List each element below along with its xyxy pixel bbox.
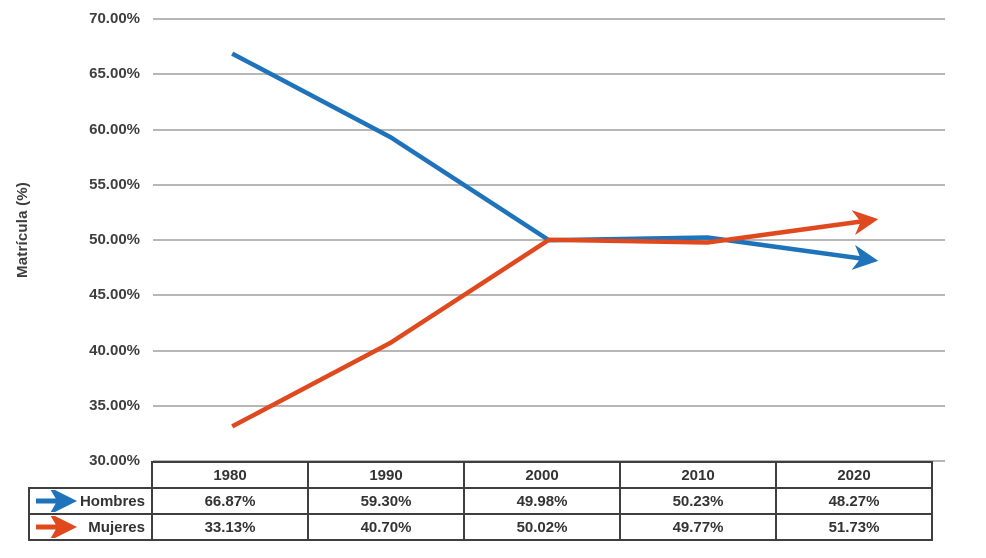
series-line-hombres (231, 51, 879, 270)
gridline-50.00% (153, 239, 945, 241)
series-line-mujeres (231, 210, 879, 429)
value-mujeres-2020: 51.73% (775, 513, 933, 541)
y-tick-label: 60.00% (89, 120, 140, 138)
y-tick-label: 30.00% (89, 452, 140, 469)
gridline-60.00% (153, 128, 945, 131)
legend-label-hombres: Hombres (79, 492, 145, 510)
y-tick-label: 65.00% (89, 65, 140, 83)
y-tick-label: 70.00% (89, 10, 140, 27)
value-mujeres-2000: 50.02% (463, 513, 621, 541)
gridline-30.00% (153, 460, 945, 462)
year-header-2010: 2010 (619, 461, 777, 489)
table-row-mujeres: Mujeres 33.13% 40.70% 50.02% 49.77% 51.73% (28, 513, 933, 541)
gridline-70.00% (153, 18, 945, 20)
arrow-right-blue-icon (36, 490, 77, 512)
y-tick-label: 35.00% (89, 396, 140, 414)
table-corner-cell (29, 462, 152, 488)
gridline-65.00% (153, 73, 945, 76)
year-header-1990: 1990 (307, 461, 465, 489)
legend-label-mujeres: Mujeres (88, 518, 145, 536)
value-hombres-1990: 59.30% (307, 487, 465, 515)
legend-cell-hombres: Hombres (28, 487, 153, 515)
y-tick-label: 45.00% (89, 286, 140, 304)
table-header-row: 1980 1990 2000 2010 2020 (29, 461, 933, 489)
value-mujeres-2010: 49.77% (619, 513, 777, 541)
value-mujeres-1980: 33.13% (151, 513, 309, 541)
year-header-1980: 1980 (151, 461, 309, 489)
gridline-55.00% (153, 183, 945, 186)
table-row-hombres: Hombres 66.87% 59.30% 49.98% 50.23% 48.27% (28, 487, 933, 515)
arrow-right-orange-icon (36, 516, 77, 538)
value-hombres-2000: 49.98% (463, 487, 621, 515)
gridline-35.00% (153, 404, 945, 407)
y-tick-label: 55.00% (89, 175, 140, 193)
gridline-40.00% (153, 349, 945, 352)
y-tick-label: 50.00% (89, 231, 140, 248)
legend-cell-mujeres: Mujeres (28, 513, 153, 541)
year-header-2000: 2000 (463, 461, 621, 489)
value-hombres-1980: 66.87% (151, 487, 309, 515)
y-axis-title: Matrícula (%) (14, 182, 31, 278)
year-header-2020: 2020 (775, 461, 933, 489)
data-table: 1980 1990 2000 2010 2020 Hombres 66.87% 59.30% 4… (28, 461, 933, 541)
value-hombres-2010: 50.23% (619, 487, 777, 515)
gridline-45.00% (153, 294, 945, 297)
value-mujeres-1990: 40.70% (307, 513, 465, 541)
value-hombres-2020: 48.27% (775, 487, 933, 515)
y-tick-label: 40.00% (89, 341, 140, 359)
